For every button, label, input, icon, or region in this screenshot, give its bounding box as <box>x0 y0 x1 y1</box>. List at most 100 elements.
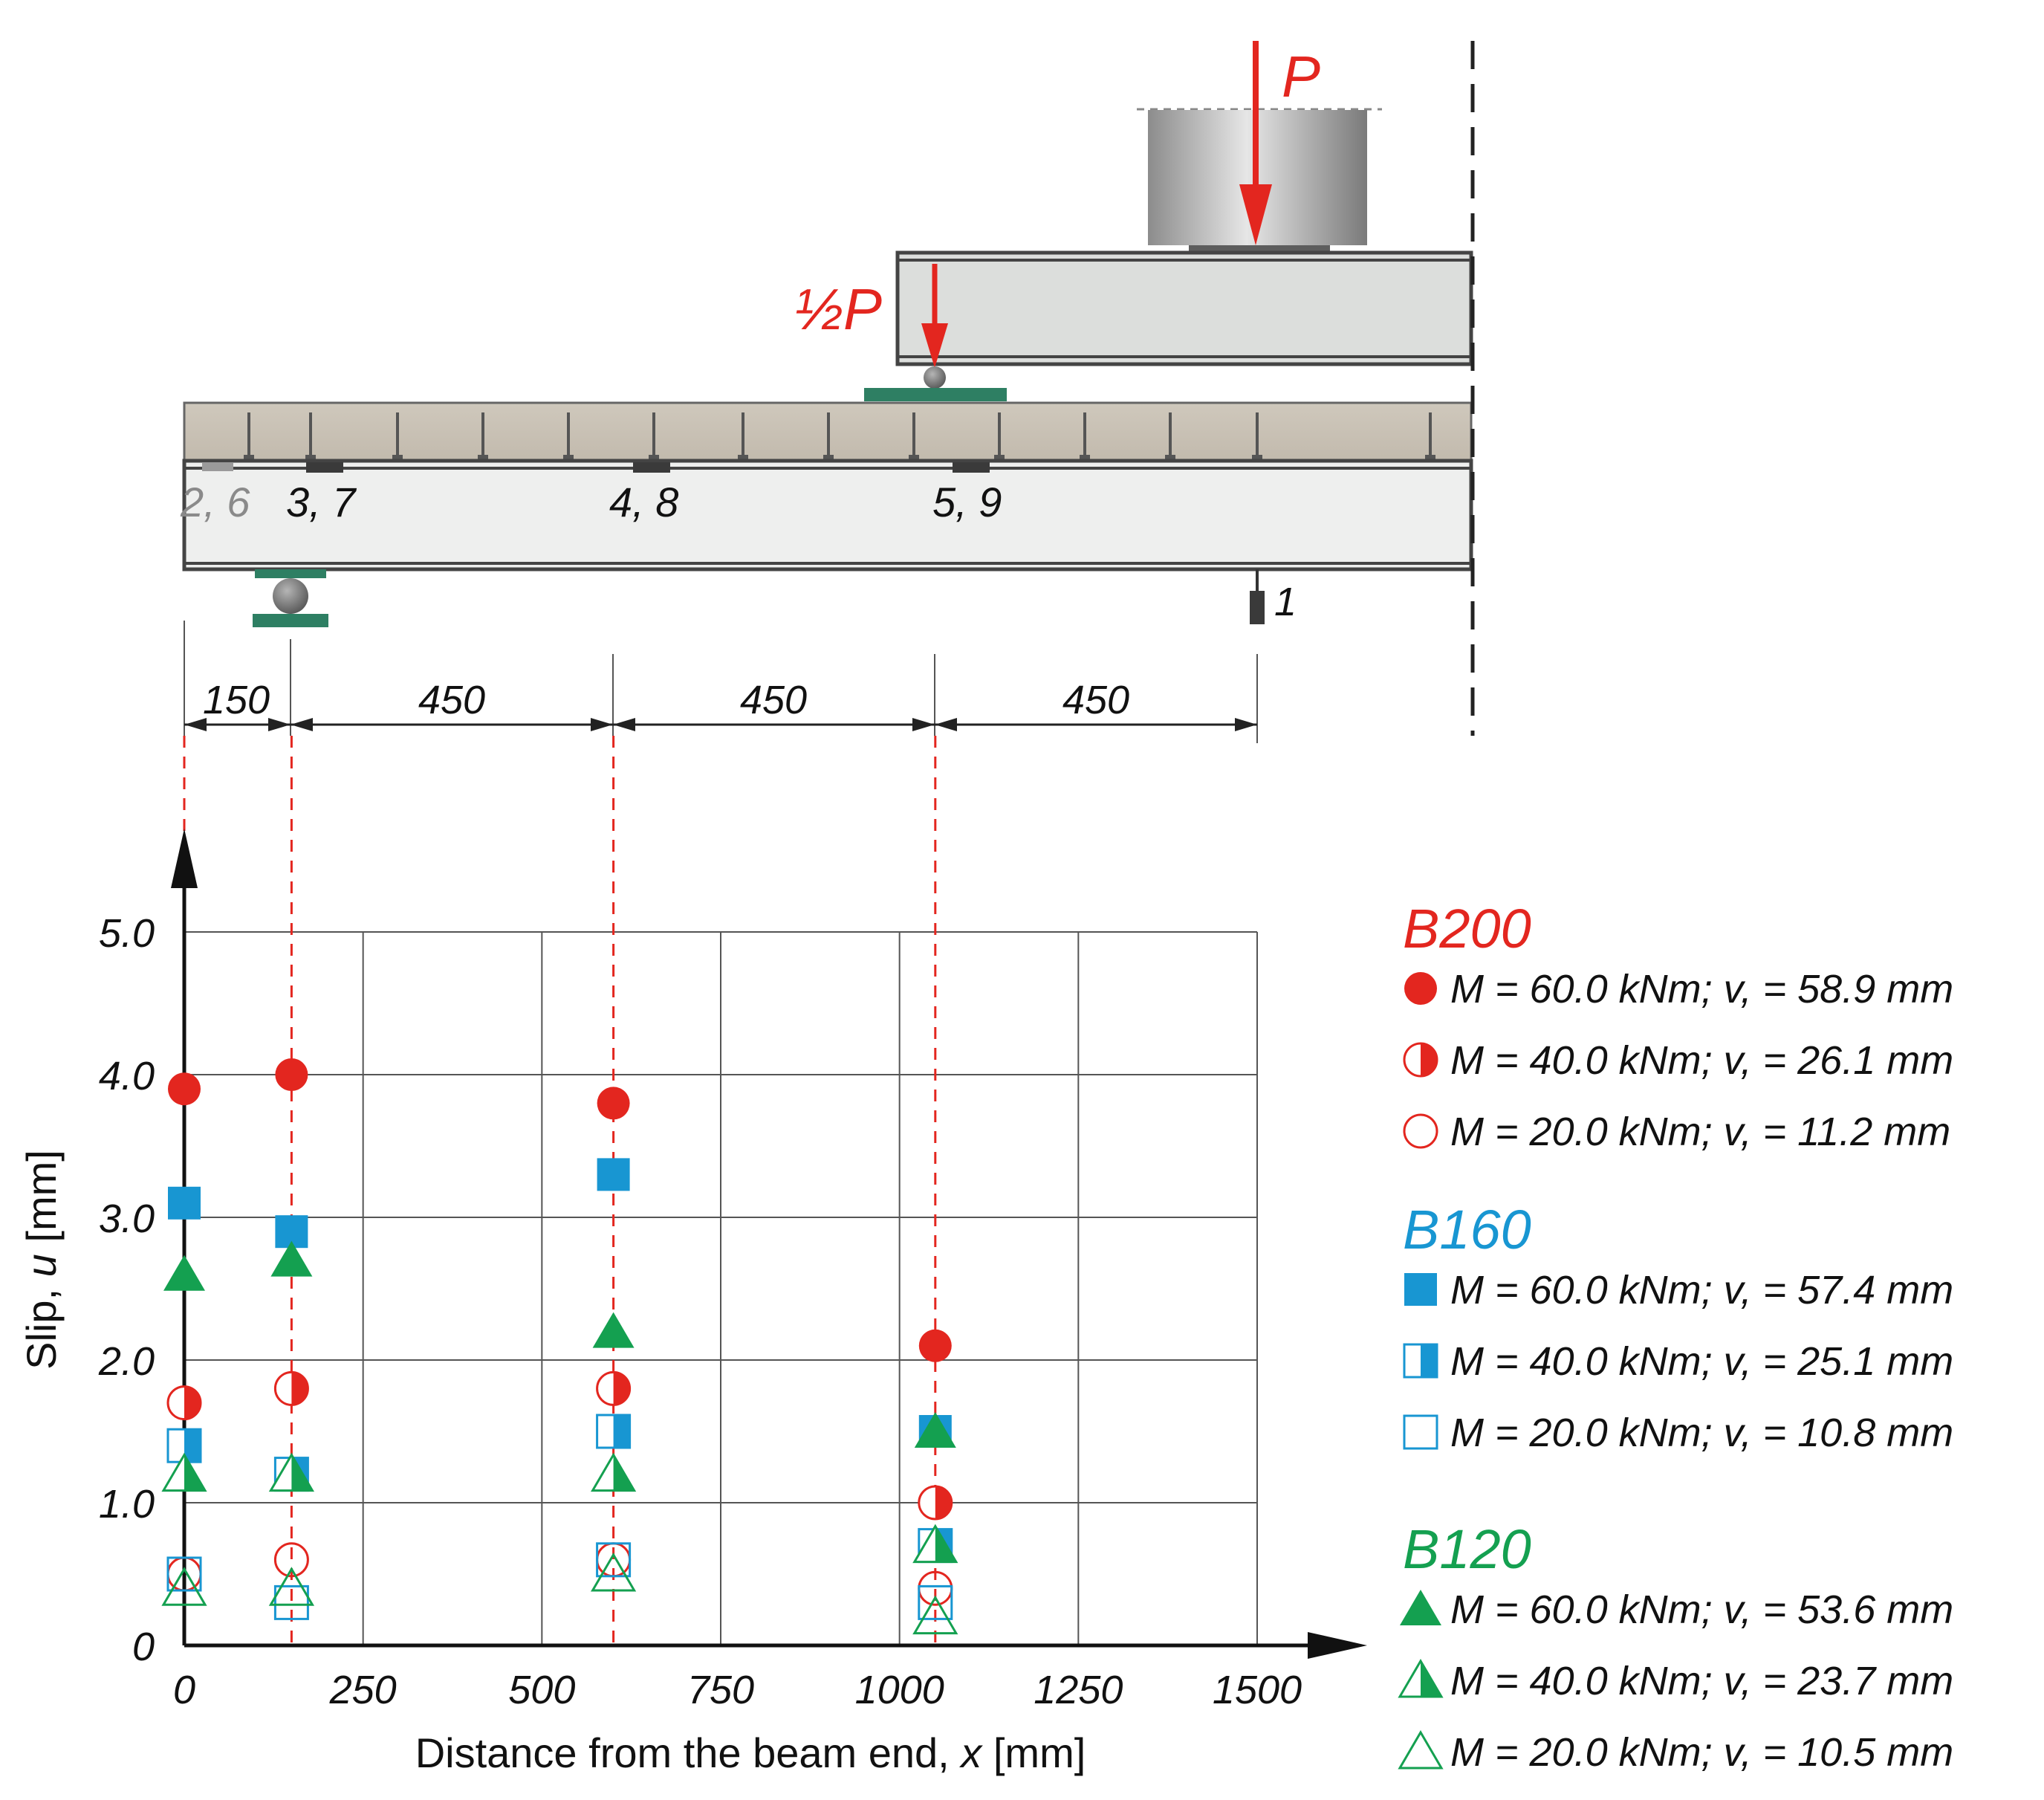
load-roller <box>924 366 946 389</box>
legend-marker-b120-half <box>1398 1659 1444 1698</box>
legend-marker-b200-full <box>1404 972 1437 1005</box>
legend-label: M = 60.0 kNm; v, = 58.9 mm <box>1450 967 1953 1011</box>
legend-label: M = 60.0 kNm; v, = 53.6 mm <box>1450 1587 1953 1632</box>
x-tick-label: 500 <box>508 1668 575 1712</box>
legend-marker-b120-none <box>1398 1730 1444 1770</box>
legend-label: M = 40.0 kNm; v, = 23.7 mm <box>1450 1659 1953 1703</box>
b160-none-point <box>596 1542 632 1578</box>
y-tick-label: 2.0 <box>98 1339 155 1384</box>
b200-none-point <box>273 1542 309 1578</box>
legend-marker-b160-none <box>1403 1414 1438 1450</box>
b200-half-point <box>273 1370 309 1406</box>
stud-head-0 <box>244 455 254 461</box>
slip-gauge-3-7 <box>306 462 343 473</box>
b160-none-point <box>166 1556 202 1592</box>
stud-head-6 <box>738 455 748 461</box>
x-tick-label: 0 <box>173 1668 195 1712</box>
x-tick-label: 750 <box>687 1668 754 1712</box>
shear-connectors <box>244 412 1435 461</box>
stud-head-4 <box>563 455 574 461</box>
b160-full-point <box>168 1186 201 1220</box>
y-tick-label: 4.0 <box>99 1054 155 1098</box>
chart-grid <box>184 931 1258 1645</box>
gauge-label-2-6: 2, 6 <box>180 479 250 525</box>
b120-full-point <box>270 1240 313 1277</box>
stud-head-1 <box>305 455 316 461</box>
stud-head-13 <box>1425 455 1435 461</box>
legend-label: M = 40.0 kNm; v, = 26.1 mm <box>1450 1038 1953 1083</box>
legend-label: M = 20.0 kNm; v, = 10.5 mm <box>1450 1730 1953 1775</box>
b120-none-point <box>912 1595 958 1635</box>
stud-head-3 <box>478 455 488 461</box>
x-tick-label: 250 <box>329 1668 397 1712</box>
load-cylinder-base <box>1189 245 1330 253</box>
x-axis-title: Distance from the beam end, x [mm] <box>415 1729 1086 1776</box>
stud-head-11 <box>1165 455 1175 461</box>
test-setup-diagram: P ½P 2, 6 3, 7 4, 8 5, 9 1 <box>180 41 1475 743</box>
x-tick-label: 1000 <box>855 1668 944 1712</box>
dimension-label-450-c: 450 <box>1062 678 1129 722</box>
steel-beam <box>182 459 1473 572</box>
x-tick-label: 1250 <box>1034 1668 1123 1712</box>
y-tick-label: 0 <box>132 1625 155 1669</box>
legend-marker-b200-none <box>1403 1113 1438 1149</box>
b160-none-point <box>918 1584 953 1620</box>
b120-none-point <box>590 1553 637 1592</box>
lvdt-label: 1 <box>1274 580 1297 624</box>
gauge-label-3-7: 3, 7 <box>286 479 357 525</box>
b160-none-point <box>273 1584 309 1620</box>
b200-full-point <box>168 1072 201 1106</box>
b120-none-point <box>268 1567 315 1606</box>
y-tick-label: 3.0 <box>99 1197 155 1241</box>
legend-label: M = 20.0 kNm; v, = 11.2 mm <box>1450 1110 1950 1154</box>
dimension-label-450-b: 450 <box>740 678 807 722</box>
b200-half-point <box>596 1370 632 1406</box>
half-load-arrowhead <box>921 323 948 368</box>
y-tick-labels: 0 1.0 2.0 3.0 4.0 5.0 <box>98 911 155 1669</box>
y-axis-title: Slip, u [mm] <box>18 1150 65 1370</box>
support-bottom-plate <box>253 614 328 627</box>
load-label: P <box>1282 44 1320 109</box>
b120-none-point <box>161 1567 207 1606</box>
stud-head-9 <box>994 455 1005 461</box>
legend-label: M = 60.0 kNm; v, = 57.4 mm <box>1450 1268 1953 1312</box>
dimension-lines <box>184 621 1258 743</box>
gauge-label-5-9: 5, 9 <box>932 479 1002 525</box>
x-tick-label: 1500 <box>1213 1668 1302 1712</box>
legend-marker-b120-full <box>1400 1590 1441 1625</box>
b120-half-point <box>590 1452 637 1492</box>
support-top-plate <box>255 569 326 578</box>
stud-head-2 <box>392 455 403 461</box>
data-points <box>161 1058 958 1635</box>
slip-gauge-2-6 <box>202 462 233 471</box>
legend-title-b160: B160 <box>1403 1199 1531 1260</box>
b200-half-point <box>166 1385 202 1421</box>
chart-axes <box>171 829 1367 1659</box>
b200-full-point <box>275 1058 308 1091</box>
gauge-label-4-8: 4, 8 <box>609 479 678 525</box>
x-tick-labels: 0 250 500 750 1000 1250 1500 <box>173 1668 1302 1712</box>
half-load-label: ½P <box>795 276 882 342</box>
legend: B200 M = 60.0 kNm; v, = 58.9 mm M = 40.0 k… <box>1398 898 1953 1775</box>
slip-gauge-4-8 <box>633 462 670 473</box>
b120-half-point <box>912 1524 958 1564</box>
b160-full-point <box>597 1158 630 1191</box>
dimension-label-150: 150 <box>203 678 270 722</box>
b160-half-point <box>596 1414 632 1449</box>
legend-marker-b160-half <box>1403 1343 1438 1379</box>
load-bearing-plate <box>864 388 1007 401</box>
x-axis-arrowhead <box>1308 1632 1367 1659</box>
legend-label: M = 40.0 kNm; v, = 25.1 mm <box>1450 1339 1953 1384</box>
legend-title-b120: B120 <box>1403 1518 1531 1580</box>
stud-head-10 <box>1080 455 1090 461</box>
b200-half-point <box>918 1485 953 1521</box>
legend-label: M = 20.0 kNm; v, = 10.8 mm <box>1450 1411 1953 1455</box>
b120-full-point <box>163 1255 205 1291</box>
dimension-label-450-a: 450 <box>418 678 485 722</box>
slip-chart: 0 250 500 750 1000 1250 1500 01.02.03.04.05.0 … <box>18 736 1367 1776</box>
legend-marker-b160-full <box>1404 1273 1437 1306</box>
stud-head-5 <box>649 455 659 461</box>
b120-half-point <box>161 1452 207 1492</box>
legend-title-b200: B200 <box>1403 898 1531 959</box>
